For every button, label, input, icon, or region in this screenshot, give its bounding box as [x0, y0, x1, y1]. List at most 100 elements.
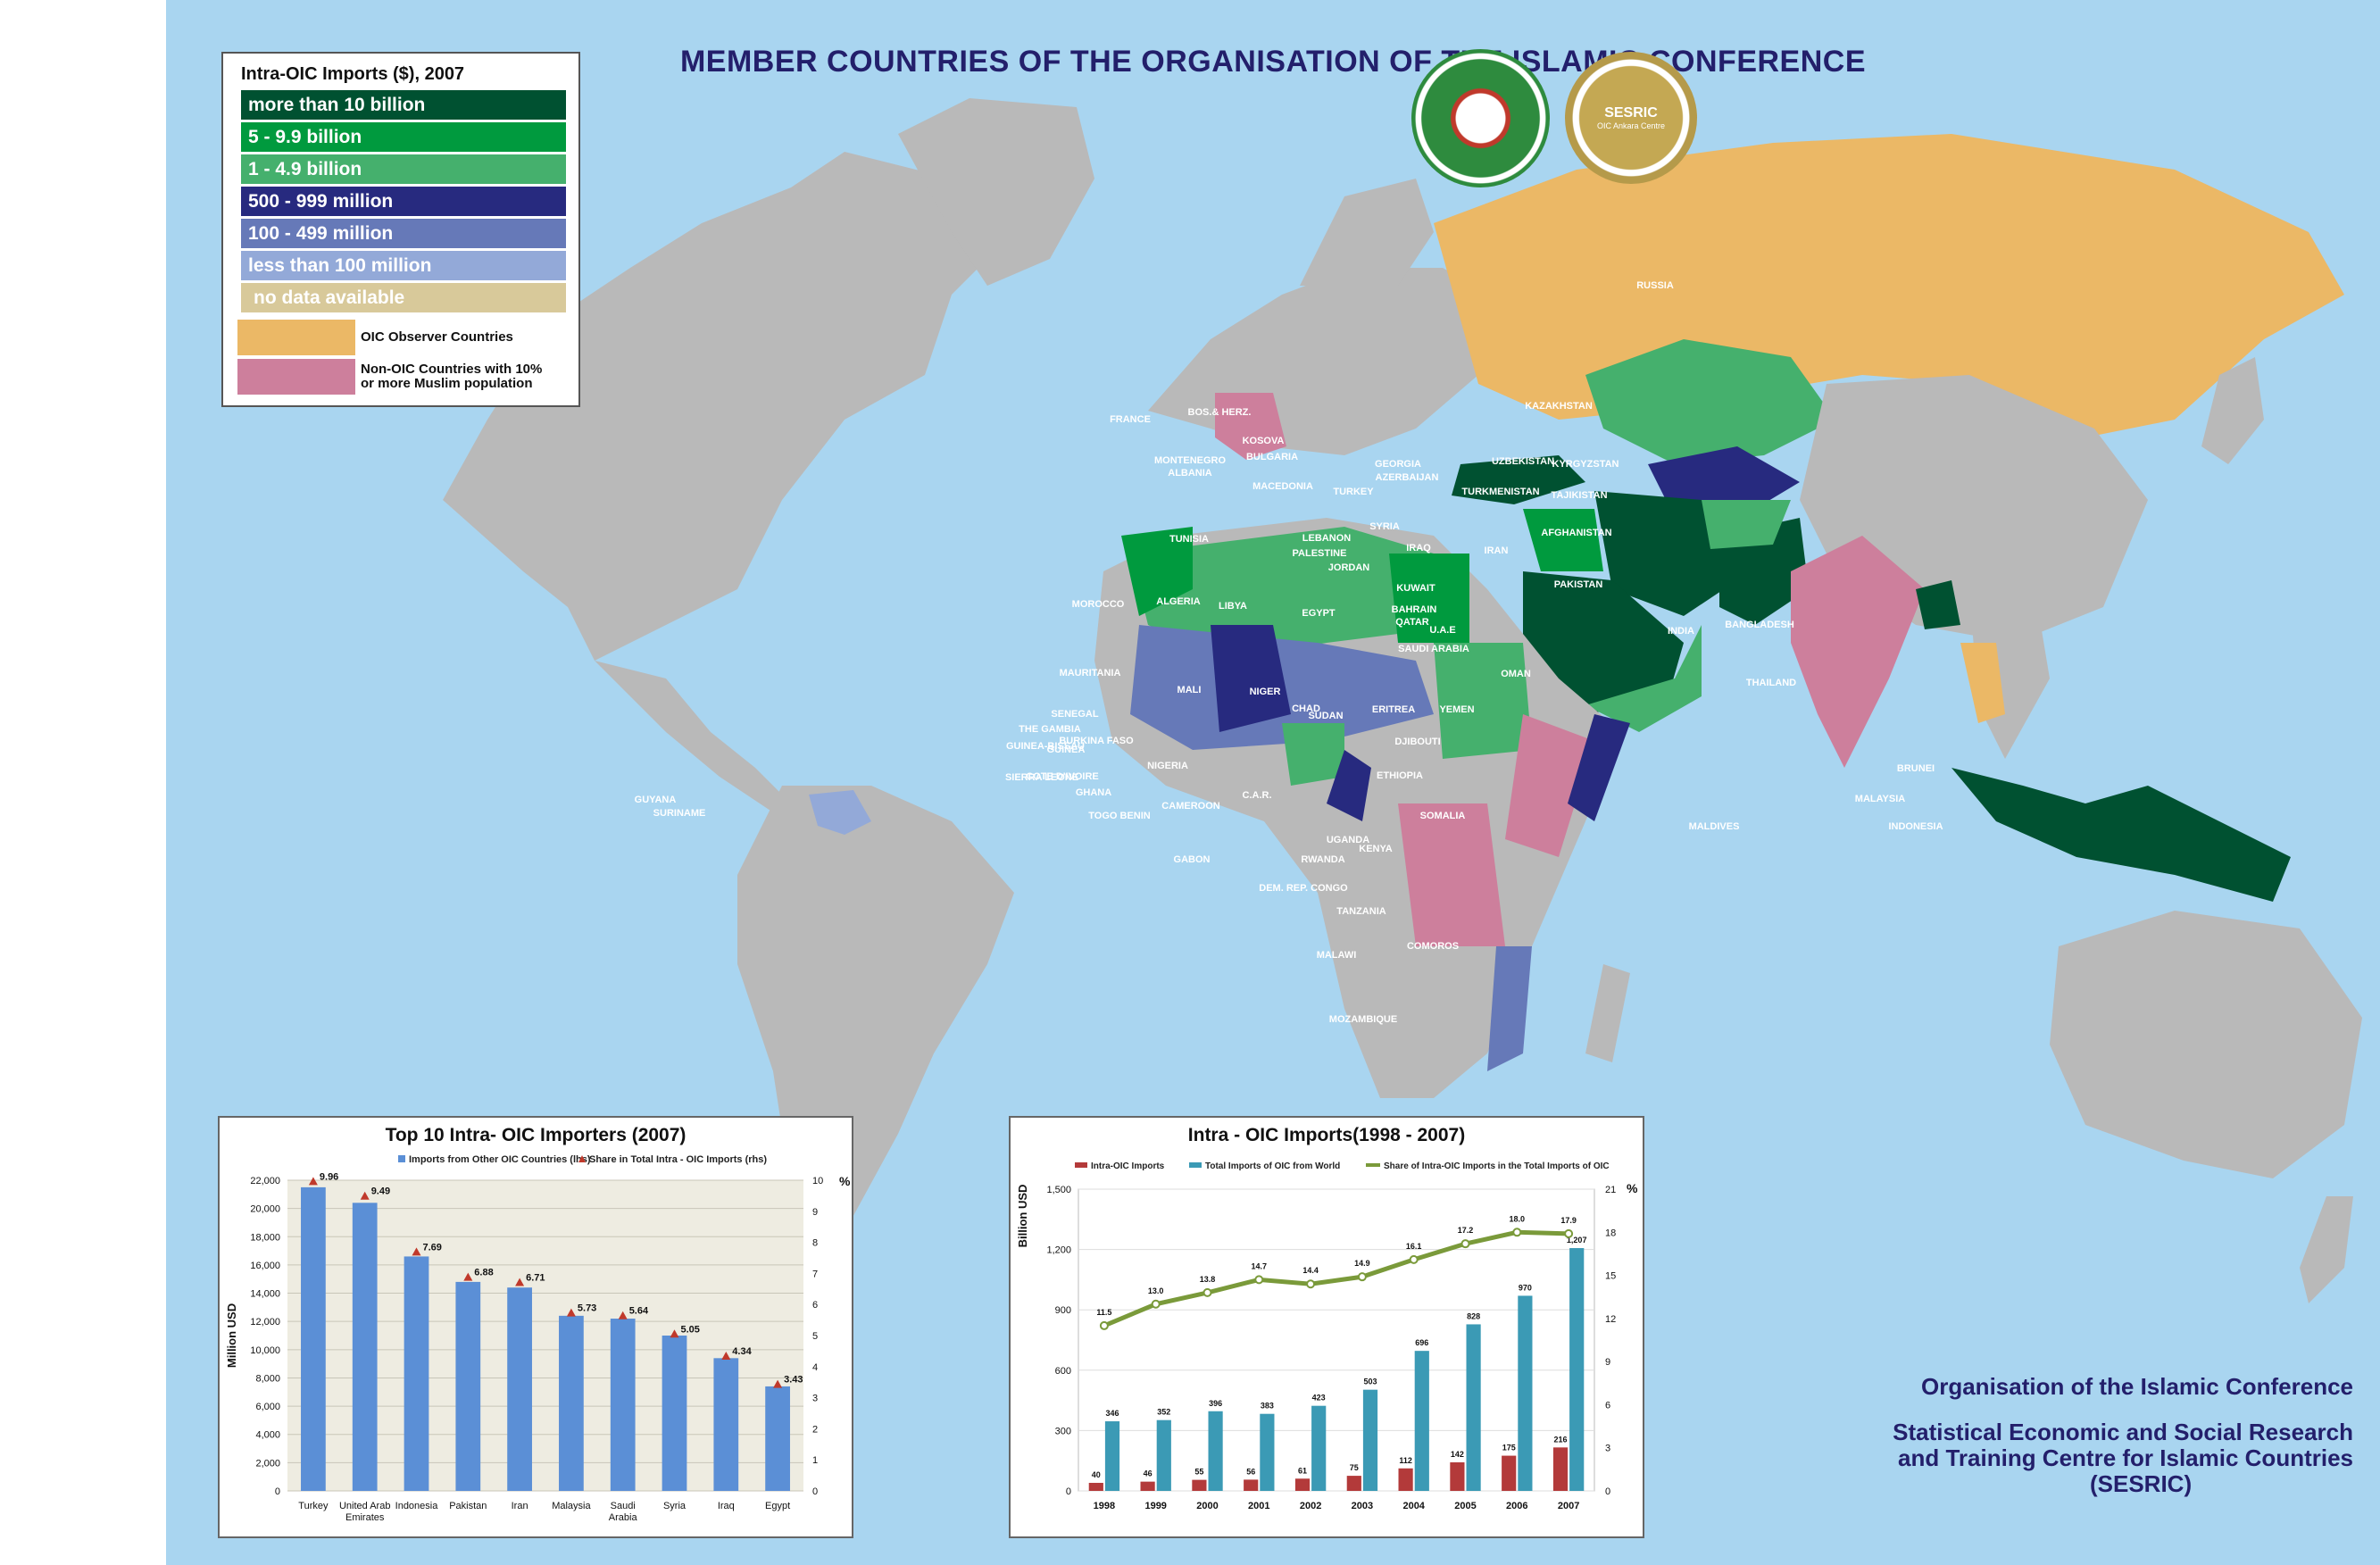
y2-tick-label: 1 — [812, 1455, 818, 1466]
country-label: KENYA — [1359, 844, 1393, 854]
share-marker — [566, 1308, 576, 1317]
country-label: LEBANON — [1302, 533, 1352, 544]
country-label: MALI — [1177, 685, 1202, 695]
country-label: TAJIKISTAN — [1551, 490, 1608, 501]
share-point — [1254, 1275, 1264, 1285]
country-label: COMOROS — [1406, 941, 1460, 952]
guyana-suriname — [809, 790, 871, 835]
y-tick-label: 0 — [275, 1486, 280, 1497]
share-value-label: 18.0 — [1510, 1214, 1526, 1223]
y2-tick-label: 3 — [1605, 1444, 1610, 1454]
share-point — [1460, 1239, 1470, 1249]
category-label: 2000 — [1196, 1501, 1218, 1511]
country-label: UZBEKISTAN — [1491, 456, 1555, 467]
share-marker — [773, 1379, 783, 1388]
country-label: SAUDI ARABIA — [1398, 644, 1469, 654]
sesric-line1: Statistical Economic and Social Research — [1893, 1419, 2353, 1445]
country-label: COTE D'IVOIRE — [1026, 771, 1099, 782]
category-label: Pakistan — [449, 1501, 487, 1511]
intra-value-label: 142 — [1451, 1450, 1464, 1459]
afghanistan — [1702, 500, 1791, 549]
y-tick-label: 18,000 — [250, 1232, 280, 1243]
country-label: MALAWI — [1316, 950, 1357, 961]
share-marker — [360, 1191, 370, 1200]
country-label: QATAR — [1395, 617, 1429, 628]
country-label: KYRGYZSTAN — [1552, 459, 1619, 470]
intra-value-label: 55 — [1194, 1468, 1203, 1477]
y-tick-label: 0 — [1066, 1486, 1071, 1497]
share-marker — [515, 1278, 525, 1286]
somalia — [1568, 714, 1630, 821]
country-label: GUINEA-BISSAU — [1005, 741, 1086, 752]
share-marker — [721, 1351, 731, 1360]
category-label: Iraq — [718, 1501, 735, 1511]
bar — [559, 1315, 584, 1491]
share-value-label: 9.49 — [371, 1186, 390, 1197]
y-tick-label: 600 — [1055, 1366, 1071, 1377]
category-label: 1998 — [1094, 1501, 1115, 1511]
share-marker — [412, 1247, 421, 1256]
category-label: Malaysia — [552, 1501, 591, 1511]
category-label: 2005 — [1454, 1501, 1476, 1511]
y-axis-title: Million USD — [225, 1303, 238, 1368]
intra-bar — [1450, 1462, 1465, 1491]
y-tick-label: 20,000 — [250, 1204, 280, 1215]
total-bar — [1156, 1419, 1171, 1491]
total-bar — [1208, 1411, 1223, 1491]
share-value-label: 6.71 — [526, 1272, 545, 1283]
y2-tick-label: 12 — [1605, 1314, 1616, 1325]
category-label: United Arab Emirates — [339, 1501, 390, 1523]
share-marker — [670, 1329, 679, 1338]
y-tick-label: 1,500 — [1046, 1185, 1071, 1195]
category-label: Indonesia — [395, 1501, 439, 1511]
top10-importers-panel: Top 10 Intra- OIC Importers (2007) Impor… — [218, 1116, 853, 1538]
legend-label-total: Total Imports of OIC from World — [1205, 1161, 1340, 1171]
country-label: IRAN — [1484, 545, 1509, 556]
y-tick-label: 300 — [1055, 1426, 1071, 1436]
y-tick-label: 12,000 — [250, 1317, 280, 1328]
mozambique — [1487, 946, 1532, 1071]
country-label: PAKISTAN — [1553, 579, 1603, 590]
country-label: GABON — [1173, 854, 1211, 865]
iraq-syria — [1523, 509, 1603, 571]
country-label: MOZAMBIQUE — [1328, 1014, 1398, 1025]
legend-marker-bars — [398, 1155, 405, 1162]
country-label: MACEDONIA — [1252, 481, 1313, 492]
country-label: AFGHANISTAN — [1541, 528, 1612, 538]
intra-value-label: 40 — [1092, 1470, 1101, 1479]
share-value-label: 13.8 — [1200, 1275, 1216, 1284]
y-tick-label: 14,000 — [250, 1289, 280, 1300]
share-point — [1564, 1228, 1574, 1238]
country-label: DEM. REP. CONGO — [1259, 883, 1348, 894]
country-label: KAZAKHSTAN — [1525, 401, 1593, 412]
org-name: Organisation of the Islamic Conference — [1921, 1373, 2353, 1400]
country-label: GUYANA — [634, 795, 677, 805]
y2-axis-title: % — [839, 1174, 851, 1188]
share-value-label: 5.73 — [578, 1303, 596, 1314]
new-zealand-land — [2300, 1196, 2353, 1303]
share-point — [1512, 1228, 1522, 1237]
y2-tick-label: 6 — [1605, 1400, 1610, 1411]
y-tick-label: 22,000 — [250, 1176, 280, 1186]
category-label: 2002 — [1300, 1501, 1321, 1511]
country-label: TURKEY — [1333, 487, 1374, 497]
country-label: KUWAIT — [1396, 583, 1435, 594]
chart2-title: Intra - OIC Imports(1998 - 2007) — [1187, 1125, 1466, 1145]
country-label: ETHIOPIA — [1377, 770, 1423, 781]
country-label: KOSOVA — [1242, 436, 1285, 446]
country-label: GHANA — [1075, 787, 1112, 798]
bangladesh — [1916, 580, 1960, 629]
legend-row: 1 - 4.9 billion — [241, 154, 566, 184]
y2-tick-label: 3 — [812, 1394, 818, 1404]
country-label: OMAN — [1501, 669, 1531, 679]
intra-bar — [1552, 1447, 1569, 1491]
legend-label-intra: Intra-OIC Imports — [1091, 1161, 1165, 1171]
share-marker — [308, 1177, 318, 1186]
y-tick-label: 1,200 — [1046, 1245, 1071, 1256]
oic-logo — [1411, 49, 1550, 187]
share-value-label: 16.1 — [1406, 1242, 1422, 1251]
y2-tick-label: 8 — [812, 1238, 818, 1249]
country-label: MALAYSIA — [1854, 794, 1906, 804]
sesric-logo-subtext: OIC Ankara Centre — [1596, 121, 1666, 130]
sudan — [1434, 643, 1532, 759]
